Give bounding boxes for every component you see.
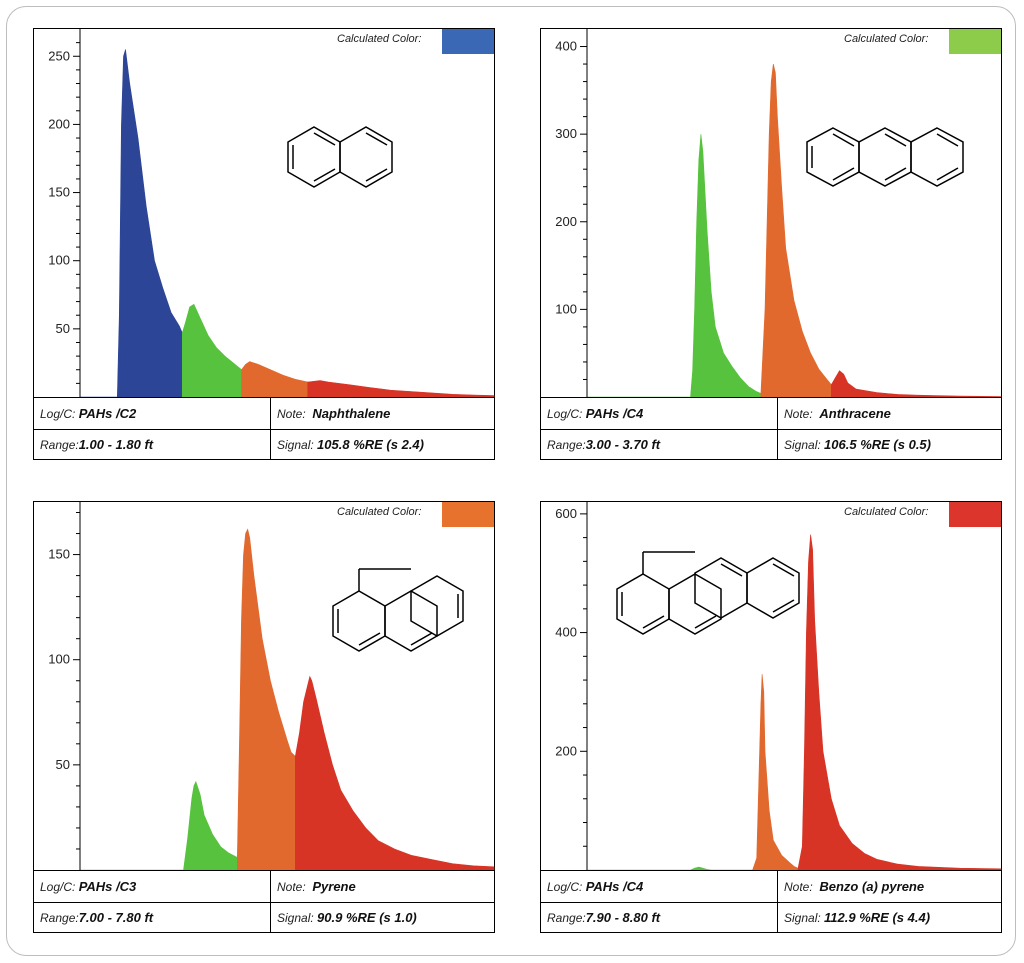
note-value: Benzo (a) pyrene <box>819 879 925 894</box>
y-tick-label: 200 <box>555 214 577 229</box>
range-label: Range: <box>547 438 586 452</box>
anthracene-structure-icon <box>806 127 964 187</box>
log-value: PAHs /C4 <box>585 406 644 421</box>
range-value: 1.00 - 1.80 ft <box>78 437 154 452</box>
peak-area-segment-3 <box>307 380 495 398</box>
note-label: Note: <box>784 880 813 894</box>
plot-area: 50 100 150 200 250 Calculated Color: <box>33 28 495 398</box>
signal-label: Signal: <box>784 911 821 925</box>
calculated-color-label: Calculated Color: <box>337 33 422 45</box>
log-value: PAHs /C2 <box>78 406 137 421</box>
y-tick-label: 50 <box>56 321 70 336</box>
range-label: Range: <box>40 911 79 925</box>
peak-area-segment-2 <box>241 361 308 398</box>
naphthalene-structure-icon <box>287 126 393 188</box>
chart-svg: 100 200 300 400 <box>555 29 1002 398</box>
peak-area-segment-0 <box>587 134 762 398</box>
y-tick-label: 400 <box>555 39 577 54</box>
calculated-color-swatch <box>949 29 1001 54</box>
pyrene-structure-icon <box>332 568 464 652</box>
log-value: PAHs /C4 <box>585 879 644 894</box>
note-label: Note: <box>277 880 306 894</box>
signal-label: Signal: <box>277 438 314 452</box>
peak-area-segment-2 <box>295 675 495 871</box>
chart-panel-benzo-a-pyrene: 200 400 600 Calculated Color: Log/C: PAHs … <box>540 501 1002 933</box>
log-label: Log/C: <box>40 880 76 894</box>
y-tick-label: 150 <box>48 185 70 200</box>
y-tick-label: 200 <box>48 116 70 131</box>
peak-area-segment-1 <box>711 674 799 871</box>
log-label: Log/C: <box>547 407 583 421</box>
log-label: Log/C: <box>40 407 76 421</box>
calculated-color-swatch <box>442 29 494 54</box>
log-label: Log/C: <box>547 880 583 894</box>
peak-area-segment-1 <box>760 63 832 398</box>
note-value: Naphthalene <box>312 406 391 421</box>
note-value: Pyrene <box>312 879 356 894</box>
chart-svg: 200 400 600 <box>555 502 1002 871</box>
peak-area-segment-0 <box>80 49 183 398</box>
chart-panel-pyrene: 50 100 150 Calculated Color: Log/C: PAHs /… <box>33 501 495 933</box>
y-tick-label: 50 <box>56 757 70 772</box>
signal-value: 112.9 %RE (s 4.4) <box>824 910 931 925</box>
calculated-color-label: Calculated Color: <box>844 506 929 518</box>
calculated-color-label: Calculated Color: <box>337 506 422 518</box>
note-label: Note: <box>277 407 306 421</box>
y-tick-label: 300 <box>555 126 577 141</box>
calculated-color-swatch <box>949 502 1001 527</box>
plot-area: 100 200 300 400 Calculated Color: <box>540 28 1002 398</box>
info-footer: Log/C: PAHs /C4 Note: Benzo (a) pyrene R… <box>540 870 1002 933</box>
benzo-a-pyrene-structure-icon <box>616 551 800 635</box>
note-label: Note: <box>784 407 813 421</box>
y-tick-label: 400 <box>555 625 577 640</box>
signal-value: 105.8 %RE (s 2.4) <box>317 437 424 452</box>
chart-panel-anthracene: 100 200 300 400 Calculated Color: Log/C: PA… <box>540 28 1002 460</box>
note-value: Anthracene <box>819 406 891 421</box>
range-label: Range: <box>547 911 586 925</box>
y-tick-label: 100 <box>48 253 70 268</box>
signal-value: 90.9 %RE (s 1.0) <box>317 910 417 925</box>
y-tick-label: 600 <box>555 506 577 521</box>
chart-svg: 50 100 150 200 250 <box>48 29 495 398</box>
plot-area: 50 100 150 Calculated Color: <box>33 501 495 871</box>
range-value: 7.90 - 8.80 ft <box>585 910 661 925</box>
log-value: PAHs /C3 <box>78 879 137 894</box>
info-footer: Log/C: PAHs /C4 Note: Anthracene Range:3… <box>540 397 1002 460</box>
signal-label: Signal: <box>277 911 314 925</box>
range-value: 7.00 - 7.80 ft <box>78 910 154 925</box>
peak-area-segment-1 <box>237 528 296 871</box>
peak-area-segment-2 <box>797 534 1002 871</box>
range-label: Range: <box>40 438 79 452</box>
peak-area-segment-2 <box>831 370 1002 398</box>
figure-frame: 50 100 150 200 250 Calculated Color: Log/C: … <box>6 6 1016 956</box>
peak-area-segment-1 <box>182 303 242 398</box>
y-tick-label: 150 <box>48 547 70 562</box>
chart-panel-naphthalene: 50 100 150 200 250 Calculated Color: Log/C: … <box>33 28 495 460</box>
plot-area: 200 400 600 Calculated Color: <box>540 501 1002 871</box>
range-value: 3.00 - 3.70 ft <box>585 437 661 452</box>
info-footer: Log/C: PAHs /C2 Note: Naphthalene Range:… <box>33 397 495 460</box>
peak-area-segment-0 <box>80 780 238 871</box>
y-tick-label: 100 <box>555 301 577 316</box>
y-tick-label: 100 <box>48 652 70 667</box>
signal-label: Signal: <box>784 438 821 452</box>
signal-value: 106.5 %RE (s 0.5) <box>824 437 931 452</box>
chart-svg: 50 100 150 <box>48 502 495 871</box>
y-tick-label: 250 <box>48 48 70 63</box>
info-footer: Log/C: PAHs /C3 Note: Pyrene Range:7.00 … <box>33 870 495 933</box>
calculated-color-label: Calculated Color: <box>844 33 929 45</box>
calculated-color-swatch <box>442 502 494 527</box>
peak-area-segment-0 <box>587 866 712 871</box>
y-tick-label: 200 <box>555 743 577 758</box>
